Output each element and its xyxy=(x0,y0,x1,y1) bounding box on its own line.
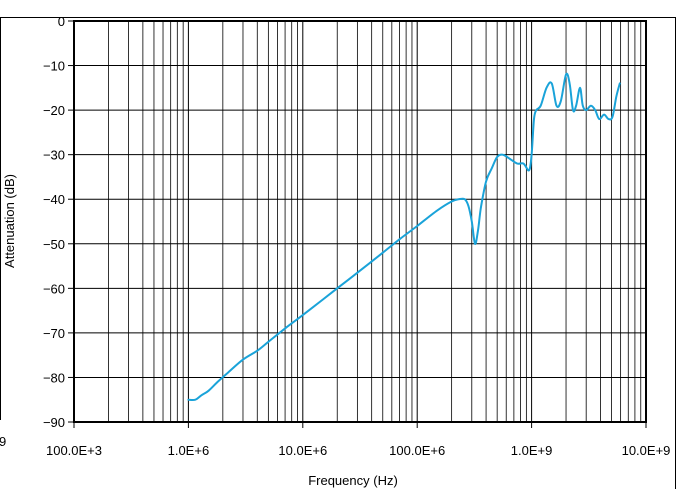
x-tick-label: 1.0E+6 xyxy=(168,443,210,458)
x-axis-title: Frequency (Hz) xyxy=(308,473,398,488)
y-tick-label: 0 xyxy=(58,14,65,29)
y-tick-label: −90 xyxy=(43,415,65,430)
y-tick-label: −50 xyxy=(43,237,65,252)
y-tick-label: −40 xyxy=(43,192,65,207)
x-tick-label: 100.0E+6 xyxy=(389,443,445,458)
y-tick-label: −10 xyxy=(43,59,65,74)
grid xyxy=(73,20,646,423)
plot-area-frame xyxy=(73,20,647,423)
y-tick-label: −80 xyxy=(43,370,65,385)
x-tick-label: 1.0E+9 xyxy=(511,443,553,458)
x-tick-label: 10.0E+9 xyxy=(622,443,671,458)
y-tick-label: −60 xyxy=(43,281,65,296)
x-tick-label: 10.0E+6 xyxy=(278,443,327,458)
y-tick-label: −30 xyxy=(43,148,65,163)
y-tick-label: −20 xyxy=(43,103,65,118)
edge-fragment-label: 9 xyxy=(0,434,6,449)
y-tick-label: −70 xyxy=(43,326,65,341)
series-line-attenuation xyxy=(187,72,621,402)
y-axis-title: Attenuation (dB) xyxy=(2,174,17,268)
y-axis-ticks: 0 −10 −20 −30 −40 −50 −60 −70 −80 −90 xyxy=(43,14,74,430)
x-tick-label: 100.0E+3 xyxy=(46,443,102,458)
x-axis-ticks: 100.0E+3 1.0E+6 10.0E+6 100.0E+6 1.0E+9 10.0E… xyxy=(46,422,670,458)
